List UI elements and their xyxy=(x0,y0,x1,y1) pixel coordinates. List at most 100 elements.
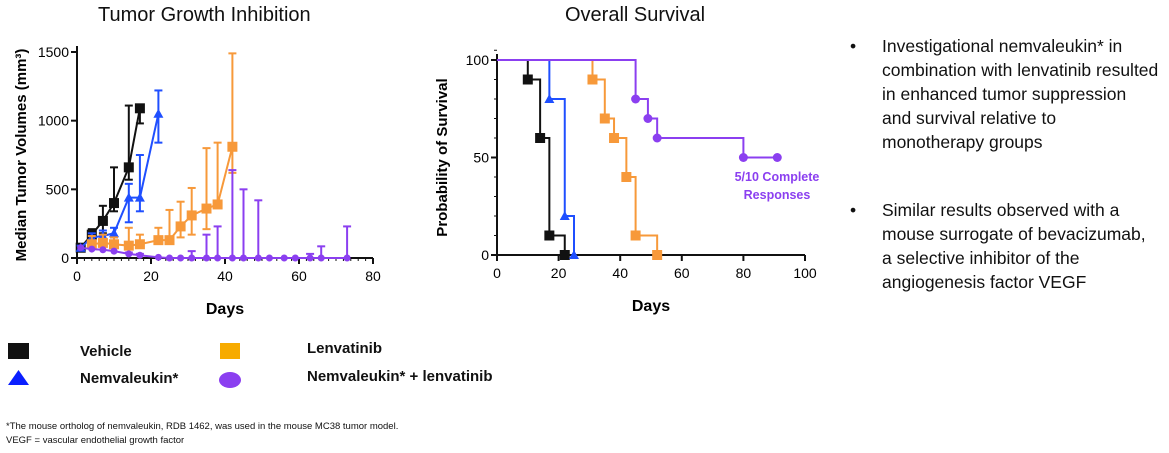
os-x-tick-label: 0 xyxy=(493,265,501,281)
marker-circle xyxy=(643,114,653,123)
marker-circle xyxy=(136,251,144,259)
os-x-tick-label: 100 xyxy=(793,265,817,281)
marker-square xyxy=(164,235,175,246)
marker-square xyxy=(535,133,546,143)
marker-circle xyxy=(291,254,299,262)
os-y-tick-label: 100 xyxy=(466,52,490,68)
marker-square xyxy=(201,203,212,214)
legend-square-vehicle-icon xyxy=(8,343,29,359)
marker-triangle xyxy=(134,192,145,202)
marker-square xyxy=(175,221,186,232)
marker-square xyxy=(587,74,598,85)
marker-square xyxy=(97,237,108,248)
marker-circle xyxy=(99,246,107,254)
os-x-tick-label: 20 xyxy=(551,265,567,281)
marker-square xyxy=(227,141,238,152)
marker-circle xyxy=(631,94,641,104)
complete-responses-annotation: 5/10 Complete Responses xyxy=(722,168,832,204)
tgi-series-nemvaleukin xyxy=(75,89,164,252)
marker-circle xyxy=(306,254,314,262)
marker-circle xyxy=(203,254,210,262)
bullet-text: Investigational nemvaleukin* in combinat… xyxy=(882,36,1159,152)
marker-square xyxy=(86,239,97,250)
survival-step-line xyxy=(497,59,659,255)
tgi-y-tick-label: 0 xyxy=(61,250,69,266)
os-y-tick-label: 50 xyxy=(473,150,489,166)
marker-square xyxy=(559,250,570,260)
tgi-y-axis-label: Median Tumor Volumes (mm³) xyxy=(13,49,30,262)
os-series-lenvatinib xyxy=(497,59,663,260)
marker-circle xyxy=(343,254,351,262)
tgi-x-tick-label: 60 xyxy=(291,268,307,284)
marker-square xyxy=(599,113,610,124)
marker-triangle xyxy=(544,94,555,103)
bullet-text: Similar results observed with a mouse su… xyxy=(882,200,1146,292)
marker-square xyxy=(97,215,108,226)
marker-square xyxy=(123,162,134,173)
legend-circle-combo-icon xyxy=(219,372,241,388)
marker-circle xyxy=(254,254,262,262)
marker-square xyxy=(522,74,533,85)
legend-square-lenvatinib-icon xyxy=(220,343,240,359)
marker-square xyxy=(621,172,632,182)
os-chart-title: Overall Survival xyxy=(565,4,706,26)
annotation-line-1: 5/10 Complete xyxy=(734,170,820,184)
marker-triangle xyxy=(153,108,164,118)
legend-markers xyxy=(8,343,241,388)
marker-circle xyxy=(125,250,133,258)
os-series-vehicle xyxy=(497,59,570,260)
marker-circle xyxy=(188,254,196,262)
survival-step-line xyxy=(497,59,575,255)
survival-step-line xyxy=(497,59,778,159)
marker-square xyxy=(153,235,164,246)
marker-square xyxy=(186,210,197,221)
marker-circle xyxy=(265,254,273,262)
marker-circle xyxy=(77,244,85,252)
tgi-x-axis-label: Days xyxy=(206,301,244,318)
tgi-chart-title: Tumor Growth Inhibition xyxy=(98,4,311,26)
marker-circle xyxy=(240,254,247,262)
marker-square xyxy=(134,239,145,250)
marker-square xyxy=(630,230,641,241)
tgi-x-tick-label: 80 xyxy=(365,268,381,284)
os-y-tick-label: 0 xyxy=(481,247,489,263)
marker-square xyxy=(109,239,119,250)
bullet-2: • Similar results observed with a mouse … xyxy=(850,198,1160,294)
footnote-1: *The mouse ortholog of nemvaleukin, RDB … xyxy=(6,421,399,432)
tgi-y-tick-label: 500 xyxy=(46,181,70,197)
marker-circle xyxy=(110,247,118,255)
tgi-x-tick-label: 0 xyxy=(73,268,81,284)
marker-circle xyxy=(280,254,288,262)
os-x-tick-label: 40 xyxy=(612,265,628,281)
os-x-tick-label: 60 xyxy=(674,265,690,281)
legend-label-lenvatinib: Lenvatinib xyxy=(307,340,383,357)
marker-circle xyxy=(177,254,185,262)
marker-square xyxy=(134,103,145,114)
os-x-tick-label: 80 xyxy=(736,265,752,281)
os-x-axis-label: Days xyxy=(632,298,670,315)
legend-triangle-nemvaleukin-icon xyxy=(8,370,29,385)
legend-label-combo: Nemvaleukin* + lenvatinib xyxy=(307,368,493,385)
bullet-icon: • xyxy=(850,200,857,220)
marker-triangle xyxy=(123,192,134,202)
marker-square xyxy=(609,133,620,143)
marker-circle xyxy=(166,254,173,262)
marker-triangle xyxy=(569,250,579,259)
survival-step-line xyxy=(497,59,566,255)
series-line xyxy=(80,113,160,249)
footnote-2: VEGF = vascular endothelial growth facto… xyxy=(6,435,185,446)
marker-circle xyxy=(317,254,325,262)
tgi-series-vehicle xyxy=(75,103,145,253)
tgi-x-tick-label: 20 xyxy=(143,268,159,284)
marker-circle xyxy=(154,253,162,261)
marker-triangle xyxy=(109,228,119,238)
tgi-y-tick-label: 1500 xyxy=(38,44,69,60)
marker-square xyxy=(544,230,555,241)
bullet-1: • Investigational nemvaleukin* in combin… xyxy=(850,34,1160,154)
legend-label-nemvaleukin: Nemvaleukin* xyxy=(80,370,179,387)
marker-circle xyxy=(738,153,748,162)
os-series-combo xyxy=(497,59,782,162)
tgi-y-tick-label: 1000 xyxy=(38,113,69,129)
tgi-series-lenvatinib xyxy=(86,52,238,251)
os-series-nemvaleukin xyxy=(497,59,579,259)
